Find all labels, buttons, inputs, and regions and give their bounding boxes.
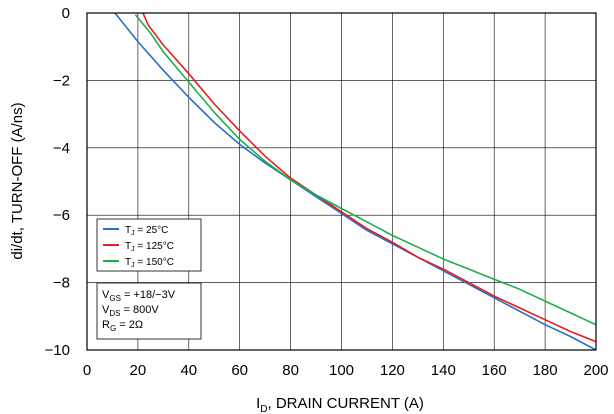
x-tick-label: 180 <box>533 362 558 379</box>
conditions-box <box>96 282 202 340</box>
plot-frame <box>86 12 597 351</box>
x-axis-label-sub: D <box>260 404 267 414</box>
legend-label-sub: J <box>131 230 135 237</box>
x-tick-label: 120 <box>380 362 405 379</box>
x-tick-label: 60 <box>231 362 248 379</box>
legend-label-rest: = 125°C <box>135 241 174 252</box>
x-tick-label: 20 <box>130 362 147 379</box>
x-tick-label: 0 <box>83 362 91 379</box>
series-line-3 <box>134 14 596 326</box>
x-tick-labels: 0 20 40 60 80 100 120 140 160 180 200 <box>83 362 609 379</box>
legend-label-1: TJ = 25°C <box>125 225 168 237</box>
y-tick-labels: 0 −2 −4 −6 −8 −10 <box>45 5 70 359</box>
condition-sub: GS <box>109 294 121 303</box>
legend-label-2: TJ = 125°C <box>125 241 174 253</box>
series-layer <box>114 13 596 350</box>
legend-label-base: T <box>125 241 131 252</box>
legend-label-base: T <box>125 257 131 268</box>
y-tick-label: −2 <box>53 72 70 89</box>
condition-rest: = 800V <box>120 304 159 316</box>
condition-line-3: RG = 2Ω <box>102 319 143 333</box>
legend-label-3: TJ = 150°C <box>125 257 174 269</box>
condition-base: V <box>102 304 110 316</box>
x-axis-label-rest: , DRAIN CURRENT (A) <box>268 395 424 412</box>
condition-base: V <box>102 289 110 301</box>
gridlines <box>87 13 596 350</box>
x-tick-label: 100 <box>329 362 354 379</box>
legend-label-rest: = 25°C <box>135 225 169 236</box>
legend-label-base: T <box>125 225 131 236</box>
y-tick-label: −8 <box>53 275 70 292</box>
y-tick-label: −4 <box>53 140 70 157</box>
x-tick-label: 200 <box>583 362 608 379</box>
y-tick-label: −6 <box>53 207 70 224</box>
legend-label-rest: = 150°C <box>135 257 174 268</box>
series-line-1 <box>114 13 596 350</box>
y-tick-label: 0 <box>62 5 70 22</box>
x-tick-label: 160 <box>482 362 507 379</box>
y-axis-label: di/dt, TURN-OFF (A/ns) <box>9 102 26 259</box>
condition-sub: G <box>110 324 116 333</box>
x-axis-label-base: I <box>256 395 260 412</box>
condition-sub: DS <box>109 309 120 318</box>
condition-line-2: VDS = 800V <box>102 304 159 318</box>
legend-label-sub: J <box>131 246 135 253</box>
legend-label-sub: J <box>131 262 135 269</box>
x-axis-label: ID, DRAIN CURRENT (A) <box>256 395 424 414</box>
x-tick-label: 80 <box>282 362 299 379</box>
legend: TJ = 25°CTJ = 125°CTJ = 150°C <box>96 218 202 272</box>
x-tick-label: 40 <box>180 362 197 379</box>
condition-line-1: VGS = +18/−3V <box>102 289 176 303</box>
series-line-2 <box>142 13 596 343</box>
condition-base: R <box>102 319 110 331</box>
y-tick-label: −10 <box>45 342 70 359</box>
condition-rest: = +18/−3V <box>121 289 176 301</box>
condition-rest: = 2Ω <box>116 319 143 331</box>
x-tick-label: 140 <box>431 362 456 379</box>
